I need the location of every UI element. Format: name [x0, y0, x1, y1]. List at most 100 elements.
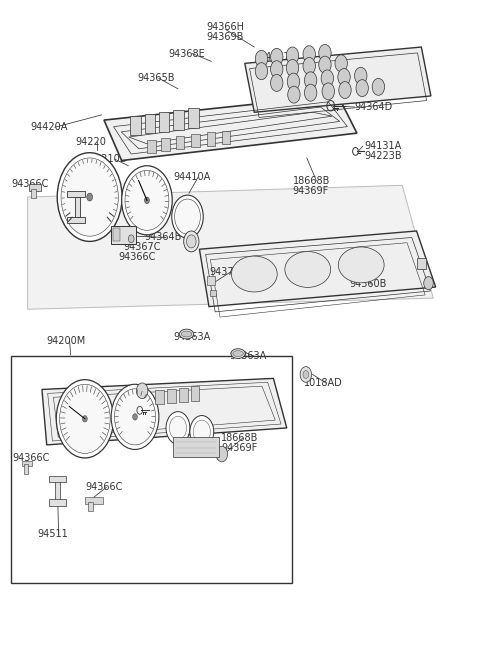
Circle shape [175, 199, 200, 234]
Bar [173, 437, 218, 457]
Text: 94366C: 94366C [11, 179, 48, 189]
Bar [176, 136, 184, 149]
Circle shape [338, 69, 350, 86]
Circle shape [319, 45, 331, 62]
Bar [67, 191, 85, 197]
Text: 94366C: 94366C [85, 482, 122, 493]
Text: 18668B: 18668B [292, 176, 330, 186]
Circle shape [187, 235, 196, 248]
Bar [179, 388, 188, 402]
Circle shape [121, 166, 172, 235]
Circle shape [144, 197, 149, 204]
Circle shape [424, 276, 433, 290]
Text: 94366H: 94366H [149, 388, 187, 398]
Circle shape [303, 46, 315, 63]
Bar [49, 499, 66, 506]
Bar [29, 184, 41, 191]
Text: 94369B: 94369B [206, 32, 244, 43]
Circle shape [184, 231, 199, 252]
Circle shape [56, 380, 114, 458]
Bar [159, 112, 169, 132]
Bar [22, 460, 33, 466]
Text: 94210B: 94210B [90, 154, 127, 164]
Bar [206, 132, 215, 145]
Ellipse shape [233, 350, 243, 356]
Bar [24, 464, 28, 474]
Ellipse shape [231, 348, 245, 358]
Circle shape [356, 80, 368, 97]
Circle shape [271, 48, 283, 66]
Text: 94364B: 94364B [144, 233, 182, 242]
Circle shape [271, 75, 283, 92]
Polygon shape [28, 185, 433, 309]
Polygon shape [199, 231, 436, 307]
Circle shape [355, 67, 367, 84]
Circle shape [255, 50, 268, 67]
Bar [88, 502, 93, 512]
Polygon shape [104, 96, 357, 160]
Ellipse shape [180, 329, 194, 339]
Text: 94410A: 94410A [173, 172, 210, 183]
Bar [67, 217, 85, 223]
Text: 94369F: 94369F [221, 443, 257, 453]
Bar [189, 108, 199, 128]
Circle shape [303, 58, 315, 75]
Text: 94223B: 94223B [364, 151, 402, 161]
Bar [222, 130, 230, 143]
Circle shape [216, 446, 228, 462]
Bar [206, 276, 215, 285]
Circle shape [304, 72, 317, 89]
Circle shape [372, 79, 384, 96]
Circle shape [339, 82, 351, 98]
Circle shape [57, 153, 122, 242]
Circle shape [304, 84, 317, 101]
Text: 1018AD: 1018AD [304, 378, 343, 388]
Circle shape [115, 389, 156, 445]
Ellipse shape [231, 256, 277, 292]
Circle shape [286, 60, 299, 77]
Circle shape [87, 193, 93, 201]
Text: 94511: 94511 [37, 529, 68, 539]
Bar [49, 476, 66, 482]
Text: 94363A: 94363A [173, 331, 210, 342]
Ellipse shape [338, 247, 384, 283]
Circle shape [111, 384, 159, 449]
Circle shape [287, 73, 300, 90]
Circle shape [335, 55, 348, 72]
Circle shape [300, 367, 312, 383]
Circle shape [321, 70, 334, 87]
Circle shape [172, 195, 203, 238]
Circle shape [286, 47, 299, 64]
Text: 94515: 94515 [151, 406, 181, 416]
Bar [85, 497, 103, 504]
Bar [173, 110, 184, 130]
Polygon shape [42, 379, 287, 445]
Circle shape [132, 413, 137, 420]
Circle shape [166, 411, 190, 444]
Bar [111, 226, 136, 244]
Bar [144, 113, 155, 133]
Bar [192, 134, 200, 147]
Bar [191, 386, 199, 401]
Circle shape [322, 83, 335, 100]
Circle shape [60, 384, 110, 453]
Bar [147, 140, 156, 153]
Bar [11, 356, 292, 583]
Bar [130, 115, 141, 135]
Circle shape [193, 420, 210, 443]
Text: 94366H: 94366H [206, 22, 245, 33]
Bar [32, 189, 36, 198]
Text: 94370: 94370 [209, 267, 240, 277]
Bar [75, 197, 80, 217]
Circle shape [61, 158, 118, 236]
Text: 94366C: 94366C [12, 453, 49, 463]
Text: 94220: 94220 [75, 137, 106, 147]
Bar [113, 229, 120, 242]
Circle shape [303, 371, 309, 379]
Circle shape [288, 86, 300, 103]
Bar [161, 138, 170, 151]
Circle shape [136, 383, 148, 399]
Text: 94131A: 94131A [364, 141, 401, 151]
Text: 94367C: 94367C [123, 242, 161, 252]
Text: 94366C: 94366C [118, 252, 156, 262]
